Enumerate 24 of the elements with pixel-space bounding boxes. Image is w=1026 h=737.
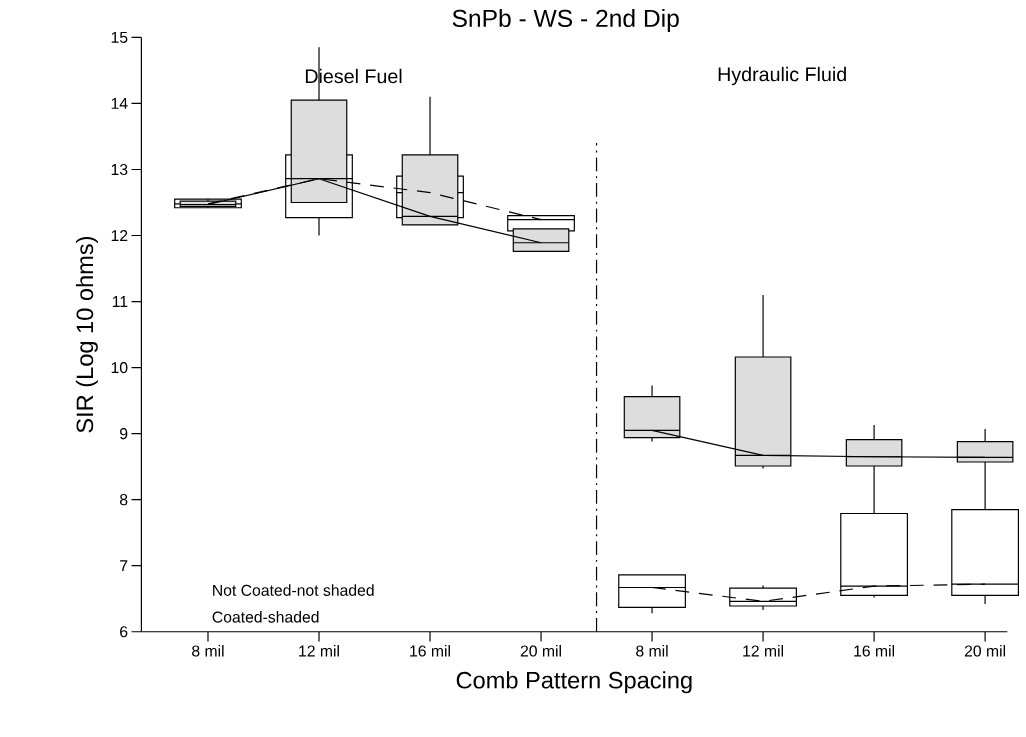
y-tick-label: 8 <box>119 494 128 506</box>
x-tick-label: 20 mil <box>520 645 561 657</box>
annotation: Coated-shaded <box>212 611 319 623</box>
chart-title: SnPb - WS - 2nd Dip <box>452 9 679 32</box>
y-tick-label: 12 <box>111 230 128 241</box>
annotation: Hydraulic Fluid <box>718 66 846 86</box>
y-tick-label: 9 <box>120 428 128 440</box>
x-tick-label: 20 mil <box>964 645 1006 657</box>
x-tick-label: 12 mil <box>743 645 783 657</box>
y-tick-label: 6 <box>120 626 128 638</box>
x-tick-label: 12 mil <box>299 645 339 657</box>
x-tick-label: 16 mil <box>410 645 450 657</box>
y-tick-label: 15 <box>111 31 128 43</box>
y-tick-label: 11 <box>112 296 128 307</box>
y-tick-label: 14 <box>111 98 128 109</box>
y-axis-title: SIR (Log 10 ohms) <box>75 236 98 433</box>
x-axis-title: Comb Pattern Spacing <box>456 671 692 694</box>
y-tick-label: 7 <box>120 560 128 572</box>
x-tick-label: 8 mil <box>636 645 668 657</box>
x-tick-label: 16 mil <box>854 645 895 657</box>
y-tick-label: 13 <box>111 163 128 176</box>
x-tick-label: 8 mil <box>192 645 224 657</box>
y-tick-label: 10 <box>111 362 128 374</box>
annotation: Not Coated-not shaded <box>213 584 374 596</box>
